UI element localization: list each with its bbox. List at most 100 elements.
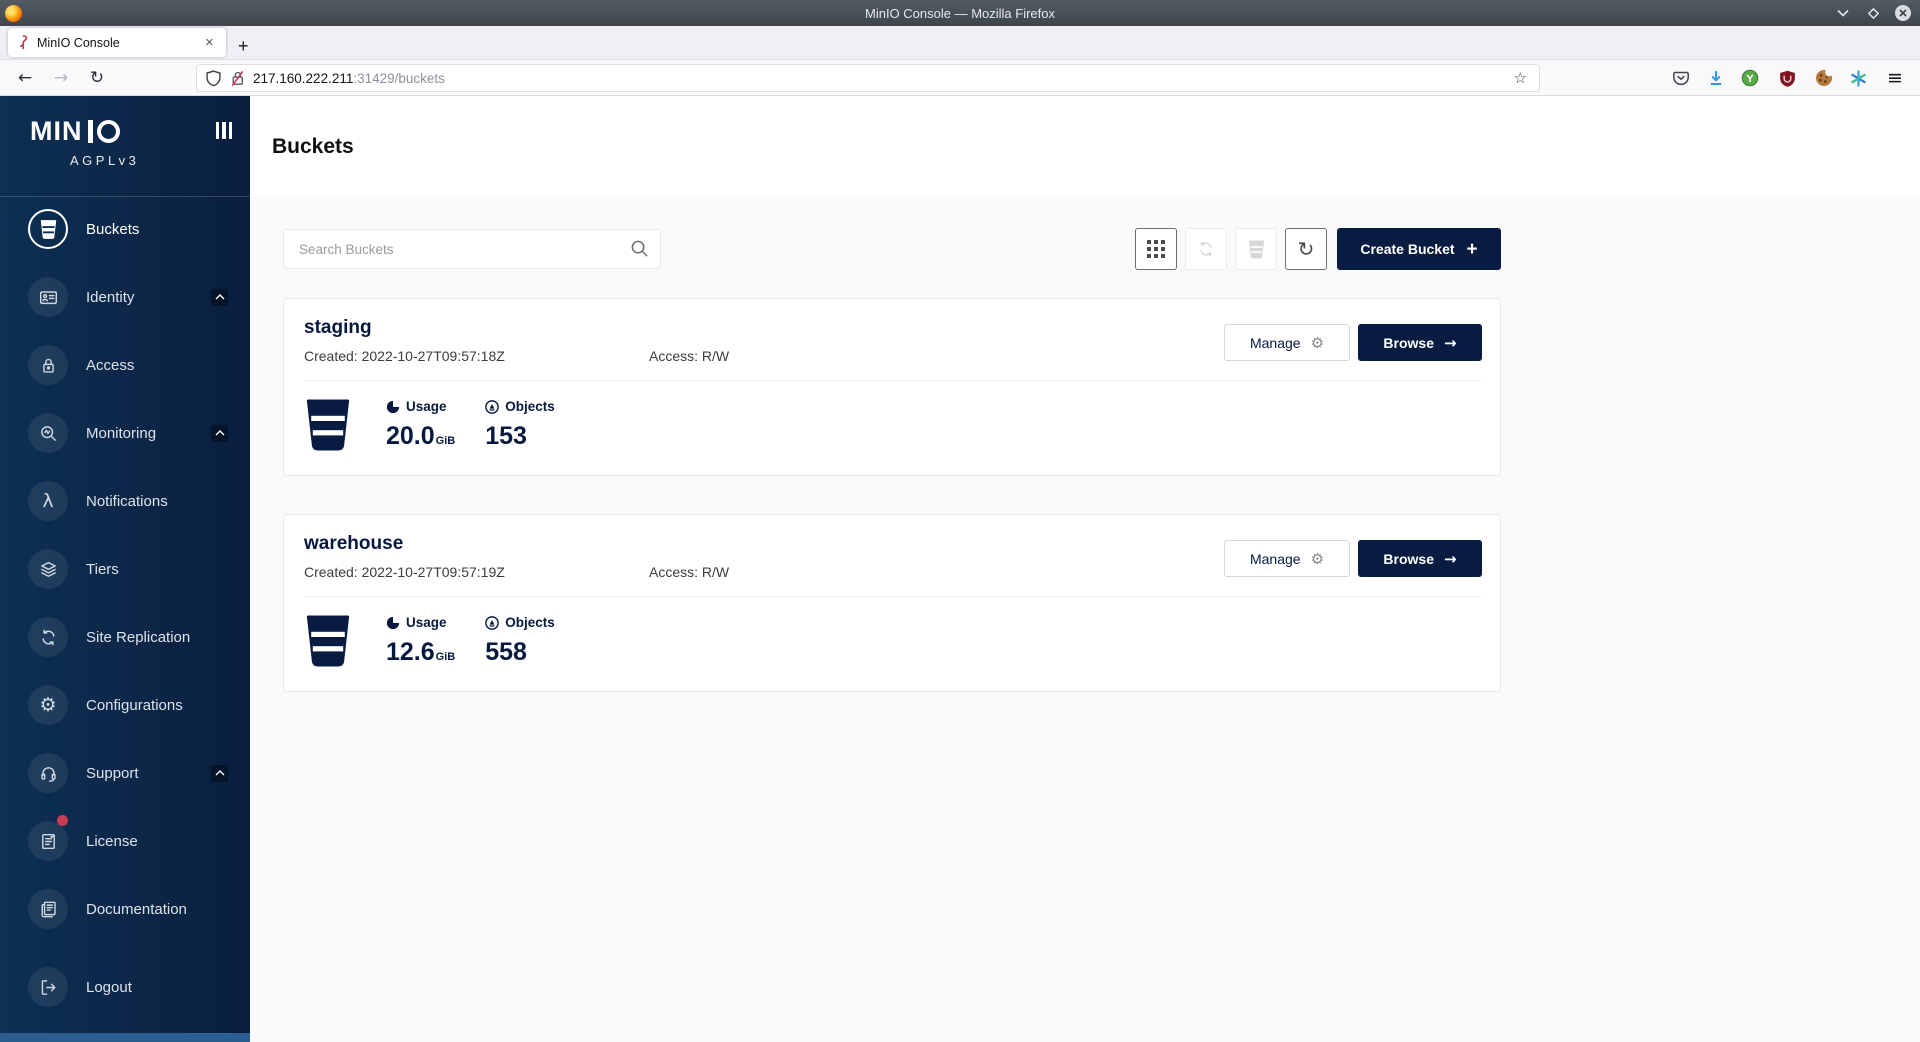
sidebar-menu: Buckets Identity (0, 197, 250, 1018)
url-text[interactable]: 217.160.222.211:31429/buckets (253, 70, 445, 86)
reload-button[interactable]: ↻ (89, 68, 105, 88)
extension-green-icon[interactable] (1737, 65, 1763, 91)
bucket-card-warehouse[interactable]: warehouse Created: 2022-10-27T09:57:19Z … (283, 514, 1501, 692)
gear-icon: ⚙ (1310, 333, 1325, 352)
sidebar-item-support[interactable]: Support (0, 742, 250, 804)
browser-toolbar: ← → ↻ 217.160.222.211:31429/buckets ☆ ≡ (0, 60, 1920, 96)
browse-button[interactable]: Browse → (1358, 540, 1482, 577)
sidebar-item-identity[interactable]: Identity (0, 266, 250, 328)
extension-asterisk-icon[interactable] (1845, 65, 1871, 91)
sidebar-item-configurations[interactable]: ⚙ Configurations (0, 674, 250, 736)
tab-strip: MinIO Console ✕ + (0, 26, 1920, 60)
bucket-created: Created: 2022-10-27T09:57:19Z (304, 564, 505, 580)
bucket-icon (28, 209, 68, 249)
page-header: Buckets (250, 96, 1920, 197)
sidebar-item-access[interactable]: Access (0, 334, 250, 396)
downloads-icon[interactable] (1703, 65, 1729, 91)
bucket-access: Access: R/W (649, 564, 730, 580)
docs-icon (28, 889, 68, 929)
grid-icon (1147, 240, 1165, 258)
browse-button[interactable]: Browse → (1358, 324, 1482, 361)
bucket-name[interactable]: warehouse (304, 533, 404, 554)
objects-icon (485, 615, 500, 630)
gear-icon: ⚙ (28, 685, 68, 725)
sidebar-item-label: Logout (86, 978, 132, 996)
chevron-up-icon[interactable] (211, 424, 228, 442)
arrow-right-icon: → (1444, 549, 1457, 568)
set-replication-button (1185, 228, 1227, 270)
sidebar-item-label: Configurations (86, 696, 183, 714)
manage-button[interactable]: Manage ⚙ (1224, 540, 1350, 577)
replication-icon (28, 617, 68, 657)
ublock-origin-icon[interactable] (1774, 65, 1800, 91)
sidebar-collapse-icon[interactable] (215, 122, 232, 139)
sidebar-item-logout[interactable]: Logout (0, 956, 250, 1018)
new-tab-button[interactable]: + (238, 36, 249, 56)
url-bar[interactable]: 217.160.222.211:31429/buckets ☆ (196, 64, 1540, 92)
sidebar-item-site-replication[interactable]: Site Replication (0, 606, 250, 668)
usage-metric: Usage 12.6GiB (386, 615, 456, 666)
bucket-icon (1248, 239, 1264, 259)
sidebar-item-label: Access (86, 356, 135, 374)
insecure-lock-icon[interactable] (229, 70, 246, 87)
objects-metric: Objects 558 (485, 615, 555, 666)
refresh-icon: ↻ (1297, 237, 1315, 261)
tab-close-icon[interactable]: ✕ (204, 36, 214, 49)
window-close-button[interactable] (1894, 4, 1912, 22)
forward-button[interactable]: → (53, 68, 69, 88)
id-card-icon (28, 277, 68, 317)
manage-button[interactable]: Manage ⚙ (1224, 324, 1350, 361)
bucket-created: Created: 2022-10-27T09:57:18Z (304, 348, 505, 364)
grid-view-button[interactable] (1135, 228, 1177, 270)
create-bucket-button[interactable]: Create Bucket + (1337, 228, 1501, 270)
plus-icon: + (1466, 238, 1478, 260)
app-menu-icon[interactable]: ≡ (1887, 67, 1903, 89)
sidebar-item-buckets[interactable]: Buckets (0, 198, 250, 260)
window-maximize-button[interactable] (1864, 4, 1882, 22)
chevron-up-icon[interactable] (211, 764, 228, 782)
refresh-button[interactable]: ↻ (1285, 228, 1327, 270)
chevron-up-icon[interactable] (211, 288, 228, 306)
sidebar-item-label: Tiers (86, 560, 119, 578)
bucket-access: Access: R/W (649, 348, 730, 364)
back-button[interactable]: ← (17, 68, 33, 88)
lock-icon (28, 345, 68, 385)
bucket-card-staging[interactable]: staging Created: 2022-10-27T09:57:18Z Ac… (283, 298, 1501, 476)
pocket-icon[interactable] (1668, 65, 1694, 91)
objects-metric: Objects 153 (485, 399, 555, 450)
minio-favicon-icon (20, 35, 28, 50)
sidebar-item-notifications[interactable]: λ Notifications (0, 470, 250, 532)
sidebar-item-tiers[interactable]: Tiers (0, 538, 250, 600)
license-icon (28, 821, 68, 861)
window-minimize-button[interactable] (1834, 4, 1852, 22)
page-title: Buckets (272, 134, 354, 158)
sidebar-scrollbar[interactable] (0, 1033, 250, 1042)
bucket-name[interactable]: staging (304, 317, 372, 338)
objects-icon (485, 399, 500, 414)
monitor-icon (28, 413, 68, 453)
sidebar-item-label: Documentation (86, 900, 187, 918)
usage-pie-icon (386, 616, 400, 629)
sidebar-item-documentation[interactable]: Documentation (0, 878, 250, 940)
gear-icon: ⚙ (1310, 549, 1325, 568)
sidebar-item-monitoring[interactable]: Monitoring (0, 402, 250, 464)
tab-minio-console[interactable]: MinIO Console ✕ (8, 28, 226, 57)
tab-title: MinIO Console (37, 35, 120, 50)
layers-icon (28, 549, 68, 589)
cookie-extension-icon[interactable] (1811, 65, 1837, 91)
notification-dot (57, 815, 68, 826)
license-tag: AGPLv3 (70, 153, 140, 168)
window-titlebar: MinIO Console — Mozilla Firefox (0, 0, 1920, 26)
sidebar-item-label: Site Replication (86, 628, 191, 646)
search-icon (630, 239, 649, 263)
search-input[interactable] (283, 229, 661, 269)
sidebar-item-label: Notifications (86, 492, 168, 510)
sidebar: MIN AGPLv3 Buckets (0, 96, 250, 1042)
replication-icon (1200, 241, 1212, 257)
tracking-shield-icon[interactable] (205, 69, 222, 87)
delete-bucket-button (1235, 228, 1277, 270)
sidebar-item-label: Monitoring (86, 424, 157, 442)
bookmark-star-icon[interactable]: ☆ (1513, 69, 1527, 87)
usage-pie-icon (386, 400, 400, 413)
sidebar-item-license[interactable]: License (0, 810, 250, 872)
